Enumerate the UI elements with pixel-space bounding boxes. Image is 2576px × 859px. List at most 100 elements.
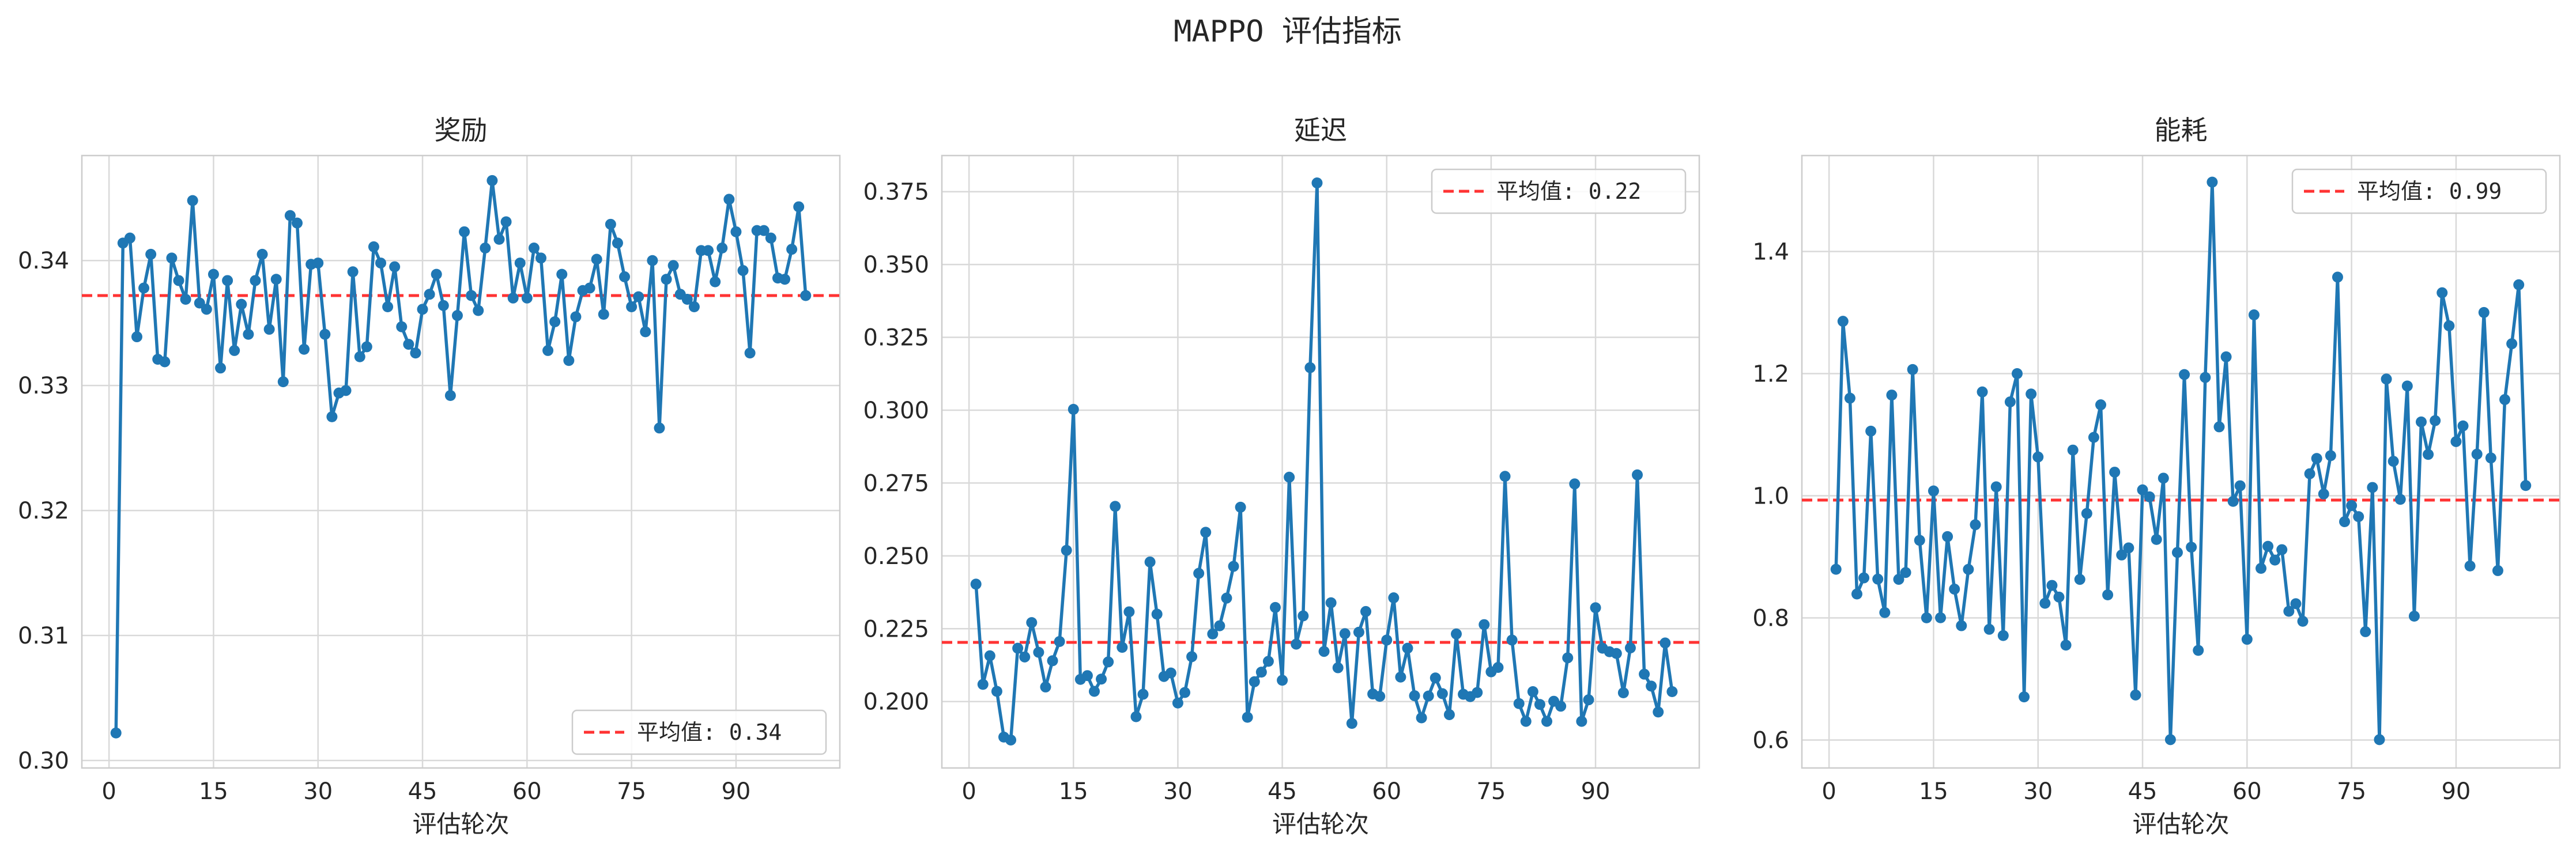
data-point — [1179, 687, 1190, 698]
data-point — [1956, 620, 1967, 631]
data-point — [1012, 642, 1024, 654]
data-point — [208, 268, 219, 280]
data-point — [1492, 662, 1504, 673]
data-point — [2186, 542, 2197, 553]
chart-title: 能耗 — [2155, 115, 2208, 146]
y-tick-label: 0.300 — [863, 398, 929, 424]
data-point — [2207, 176, 2218, 188]
data-point — [2297, 615, 2309, 627]
data-point — [340, 385, 352, 396]
data-point — [710, 276, 721, 287]
data-point — [417, 304, 428, 315]
data-point — [1963, 563, 1974, 575]
data-point — [977, 679, 989, 690]
data-point — [368, 241, 379, 252]
data-point — [1499, 471, 1511, 482]
data-point — [514, 258, 526, 269]
data-point — [1409, 690, 1420, 702]
data-point — [1872, 573, 1884, 585]
data-point — [2213, 421, 2225, 433]
data-point — [2158, 472, 2169, 484]
chart-panel-2: 0 15 30 45 60 75 90 0.200 0.225 0.250 0.275 0.300 0.… — [863, 115, 1700, 838]
data-point — [2088, 432, 2099, 443]
data-point — [166, 252, 178, 264]
data-point — [347, 266, 359, 278]
data-point — [1914, 535, 1925, 546]
data-point — [2471, 448, 2483, 460]
data-point — [2394, 494, 2406, 505]
data-point — [201, 304, 212, 315]
data-point — [2408, 611, 2420, 622]
data-point — [2290, 598, 2302, 610]
data-point — [2381, 373, 2392, 385]
data-point — [563, 355, 575, 366]
data-point — [1332, 662, 1344, 673]
data-point — [1068, 403, 1079, 415]
data-point — [1949, 584, 1960, 595]
data-point — [173, 275, 184, 286]
data-point — [535, 252, 546, 264]
data-point — [2276, 544, 2288, 555]
x-axis-label: 评估轮次 — [1272, 810, 1369, 838]
data-point — [1165, 667, 1176, 679]
data-point — [2304, 468, 2315, 479]
data-point — [1990, 481, 2002, 493]
data-point — [1360, 606, 1372, 617]
data-point — [2430, 415, 2441, 426]
y-tick-label: 0.30 — [18, 748, 69, 774]
data-point — [1900, 567, 1911, 578]
data-point — [1242, 712, 1253, 723]
data-point — [1262, 656, 1274, 667]
data-point — [1907, 364, 1918, 375]
x-tick-label: 15 — [1059, 778, 1088, 805]
series-line — [1834, 180, 2528, 741]
data-point — [215, 362, 227, 374]
data-point — [1886, 389, 1898, 401]
x-tick-label: 60 — [2232, 778, 2262, 805]
axes-frame — [941, 154, 1700, 769]
data-point — [145, 248, 157, 260]
data-point — [1479, 619, 1490, 630]
data-point — [647, 255, 658, 266]
data-point — [2353, 511, 2364, 523]
data-point — [1388, 592, 1400, 604]
data-point — [2283, 606, 2295, 617]
data-point — [2311, 453, 2322, 464]
data-point — [1103, 656, 1114, 668]
data-point — [2026, 388, 2037, 400]
data-point — [1837, 316, 1849, 327]
data-point — [1186, 651, 1198, 663]
data-point — [2401, 380, 2413, 392]
data-point — [619, 271, 631, 282]
data-point — [667, 260, 679, 271]
data-point — [2227, 495, 2239, 507]
data-point — [1527, 686, 1538, 698]
data-point — [2492, 565, 2503, 576]
data-point — [2437, 287, 2448, 298]
data-point — [1123, 606, 1135, 618]
data-point — [2367, 482, 2378, 493]
data-point — [1423, 690, 1434, 702]
data-point — [1611, 648, 1622, 659]
y-tick-label: 0.32 — [18, 498, 69, 524]
data-point — [2360, 626, 2371, 637]
data-point — [1151, 608, 1163, 620]
data-point — [243, 328, 254, 340]
data-point — [312, 258, 324, 269]
data-point — [2179, 369, 2190, 380]
data-point — [1005, 734, 1017, 746]
data-point — [159, 356, 171, 368]
data-point — [2478, 306, 2490, 318]
x-tick-label: 75 — [1476, 778, 1506, 805]
data-point — [382, 301, 394, 312]
data-point — [437, 300, 449, 311]
data-point — [2318, 488, 2329, 499]
x-tick-label: 90 — [1581, 778, 1611, 805]
data-point — [459, 226, 470, 237]
data-point — [970, 578, 982, 590]
data-point — [2144, 491, 2155, 502]
data-point — [688, 301, 700, 312]
